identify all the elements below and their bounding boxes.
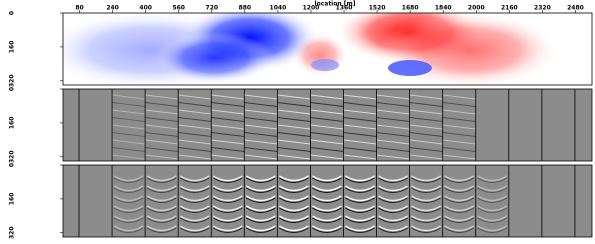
x-tick-label: 1520 [369, 5, 386, 12]
y-tick-label: 320 [9, 74, 16, 87]
panel-image [40, 0, 592, 90]
y-tick-label: 0 [9, 87, 16, 91]
y-tick-label: 320 [9, 150, 16, 163]
panel-image [63, 165, 592, 237]
figure: location [m] 802404005607208801040120013… [0, 0, 595, 244]
x-tick-label: 2160 [501, 5, 518, 12]
x-tick-label: 1200 [303, 5, 320, 12]
y-tick-label: 0 [9, 163, 16, 167]
panel-image [63, 89, 592, 161]
y-tick-label: 320 [9, 226, 16, 239]
x-tick-label: 1680 [402, 5, 419, 12]
x-tick-label: 1360 [336, 5, 353, 12]
x-tick-label: 880 [239, 5, 252, 12]
y-tick-label: 160 [9, 117, 16, 130]
x-tick-label: 560 [172, 5, 185, 12]
x-tick-label: 1840 [435, 5, 452, 12]
y-tick-label: 0 [9, 11, 16, 15]
x-tick-label: 400 [139, 5, 152, 12]
x-tick-label: 1040 [270, 5, 287, 12]
x-tick-label: 240 [106, 5, 119, 12]
x-tick-label: 720 [206, 5, 219, 12]
x-tick-label: 2000 [468, 5, 485, 12]
x-tick-label: 2320 [534, 5, 551, 12]
x-tick-label: 80 [75, 5, 83, 12]
y-tick-label: 160 [9, 193, 16, 206]
x-tick-label: 2480 [567, 5, 584, 12]
y-tick-label: 160 [9, 41, 16, 54]
